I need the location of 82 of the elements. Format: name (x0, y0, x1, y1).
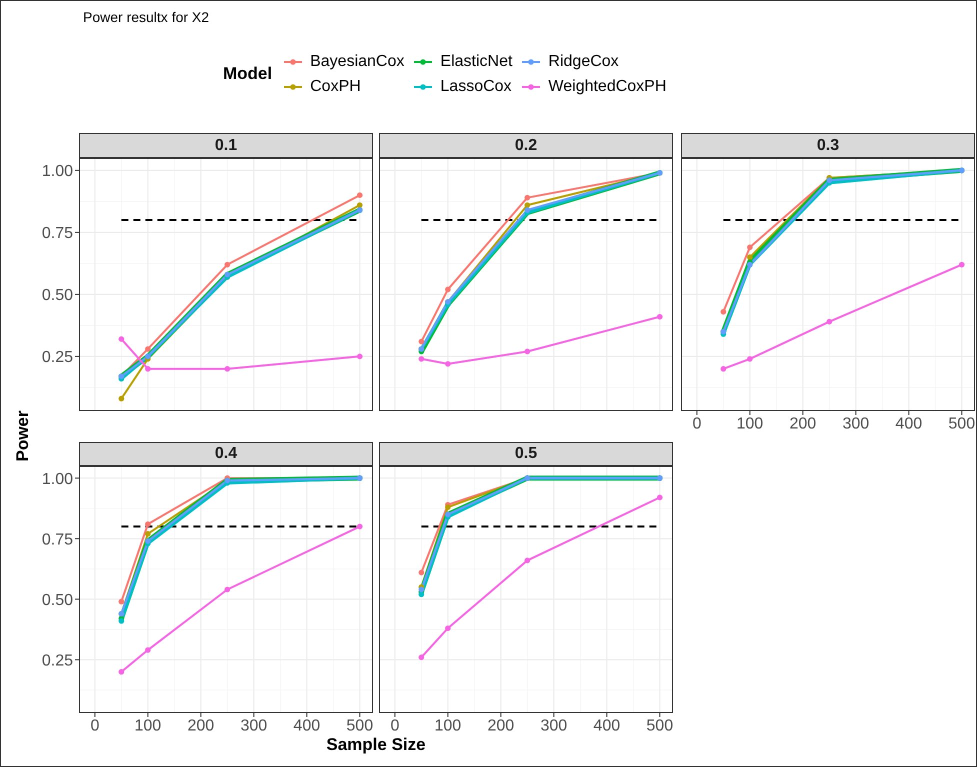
y-tick-label: 0.25 (42, 349, 74, 366)
point (118, 618, 124, 624)
point (524, 207, 530, 213)
x-tick-label: 500 (346, 717, 374, 734)
y-tick-label: 1.00 (42, 163, 74, 180)
y-tick-label: 0.75 (42, 225, 74, 242)
x-tick-label: 400 (293, 717, 320, 734)
legend-label: WeightedCoxPH (548, 78, 666, 96)
point (747, 254, 753, 260)
x-tick-label: 300 (240, 717, 268, 734)
x-tick-label: 200 (487, 717, 514, 734)
point (418, 654, 424, 660)
point (418, 356, 424, 362)
x-tick-label: 400 (593, 717, 620, 734)
x-tick-label: 0 (90, 717, 100, 734)
point (145, 366, 151, 372)
point (445, 625, 451, 632)
y-tick-label: 0.50 (42, 592, 74, 609)
x-tick-label: 300 (842, 415, 870, 432)
point (145, 346, 151, 352)
point (826, 318, 832, 325)
point (445, 286, 451, 292)
point (118, 396, 124, 402)
point (224, 262, 230, 268)
point (145, 521, 151, 527)
x-axis-title: Sample Size (325, 735, 427, 755)
point (418, 570, 424, 576)
x-tick-label: 500 (646, 717, 674, 734)
point (524, 202, 530, 208)
point (524, 558, 530, 564)
point (224, 366, 230, 372)
point (418, 338, 424, 344)
point (656, 494, 663, 500)
legend-label: CoxPH (310, 78, 361, 96)
x-tick-label: 400 (895, 415, 922, 432)
point (418, 592, 424, 598)
legend-label: BayesianCox (310, 52, 404, 70)
point (656, 314, 663, 320)
x-tick-label: 100 (736, 415, 764, 432)
point (720, 308, 726, 315)
point (356, 192, 363, 198)
x-tick-label: 0 (692, 415, 702, 432)
point (118, 336, 124, 342)
x-tick-label: 200 (789, 415, 816, 432)
point (356, 202, 363, 208)
point (356, 354, 363, 360)
point (524, 194, 530, 200)
legend-title: Model (223, 64, 272, 84)
legend-label: RidgeCox (548, 52, 619, 70)
chart-subtitle: 0.3 (816, 136, 840, 154)
y-tick-label: 0.50 (42, 287, 74, 304)
legend-label: ElasticNet (440, 52, 512, 70)
point (224, 586, 230, 592)
point (356, 524, 363, 530)
point (145, 531, 151, 537)
chart-title: Power resultx for X2 (83, 9, 210, 25)
x-tick-label: 100 (434, 717, 462, 734)
x-tick-label: 200 (187, 717, 214, 734)
legend-label: LassoCox (440, 78, 512, 96)
point (118, 669, 124, 675)
point (524, 348, 530, 354)
point (118, 598, 124, 604)
point (145, 647, 151, 653)
point (418, 586, 424, 592)
point (958, 262, 965, 268)
point (445, 361, 451, 367)
x-tick-label: 100 (134, 717, 162, 734)
point (445, 504, 451, 510)
chart-subtitle: 0.5 (514, 445, 538, 463)
point (747, 244, 753, 250)
y-tick-label: 1.00 (42, 470, 74, 488)
y-tick-label: 0.75 (42, 531, 74, 548)
chart-subtitle: 0.1 (214, 136, 238, 154)
y-axis-title: Power (13, 410, 33, 462)
point (720, 366, 726, 372)
x-tick-label: 500 (948, 415, 976, 432)
point (747, 356, 753, 362)
chart-subtitle: 0.2 (514, 136, 538, 154)
x-tick-label: 0 (390, 717, 400, 734)
chart-subtitle: 0.4 (214, 445, 238, 463)
y-tick-label: 0.25 (42, 652, 74, 670)
x-tick-label: 300 (540, 717, 568, 734)
